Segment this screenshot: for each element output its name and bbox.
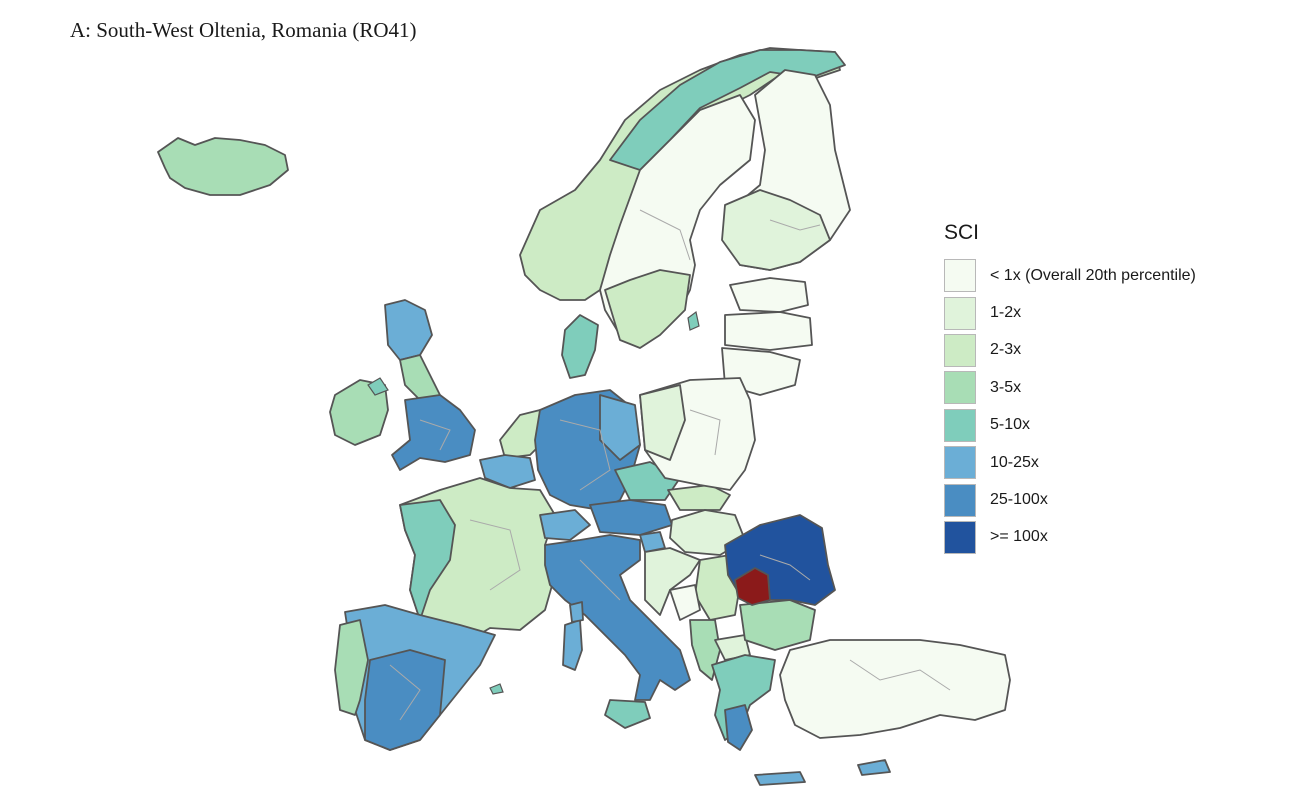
legend-item: 10-25x: [944, 444, 1196, 481]
legend-label: 5-10x: [990, 416, 1031, 434]
region-denmark: [561, 314, 599, 379]
legend-label: 1-2x: [990, 304, 1022, 322]
region-bulgaria: [739, 599, 816, 651]
legend-item: 1-2x: [944, 294, 1196, 331]
region-finland-south: [721, 189, 831, 271]
region-england-north: [399, 354, 441, 401]
legend-label: 25-100x: [990, 491, 1048, 509]
region-spain-south: [364, 649, 446, 751]
region-highlight-ro41: [734, 567, 771, 606]
region-england: [391, 394, 476, 471]
legend-swatch: [944, 520, 976, 554]
region-sweden-south: [604, 269, 691, 349]
legend-item: < 1x (Overall 20th percentile): [944, 257, 1196, 294]
legend-item: 25-100x: [944, 481, 1196, 518]
region-sardinia: [562, 619, 583, 671]
region-crete: [754, 771, 806, 786]
region-estonia: [729, 277, 809, 313]
region-portugal: [334, 619, 369, 716]
legend-title: SCI: [944, 221, 980, 244]
region-poland-west: [639, 384, 686, 461]
legend-item: 2-3x: [944, 332, 1196, 369]
legend-swatch: [944, 483, 976, 517]
region-cyprus: [857, 759, 891, 776]
legend-swatch: [944, 259, 976, 293]
region-germany-east: [599, 394, 641, 461]
map-title: A: South-West Oltenia, Romania (RO41): [70, 18, 417, 42]
region-turkey: [779, 639, 1011, 739]
region-iceland: [157, 137, 289, 196]
legend-swatch: [944, 408, 976, 442]
region-austria: [589, 499, 673, 536]
legend-item: >= 100x: [944, 519, 1196, 556]
legend-swatch: [944, 446, 976, 480]
legend-swatch: [944, 296, 976, 330]
legend-label: >= 100x: [990, 528, 1048, 546]
region-belgium: [479, 454, 536, 489]
legend-item: 3-5x: [944, 369, 1196, 406]
legend-item: 5-10x: [944, 407, 1196, 444]
legend-swatch: [944, 333, 976, 367]
legend-label: 3-5x: [990, 378, 1022, 396]
region-scotland: [384, 299, 433, 361]
region-corsica: [569, 601, 584, 623]
legend-swatch: [944, 371, 976, 405]
region-latvia: [724, 311, 813, 351]
map-legend: SCI < 1x (Overall 20th percentile) 1-2x 2-…: [944, 221, 1196, 556]
region-ireland: [329, 379, 389, 446]
region-bosnia: [669, 584, 701, 621]
region-switzerland: [539, 509, 591, 541]
legend-label: < 1x (Overall 20th percentile): [990, 266, 1196, 284]
legend-label: 2-3x: [990, 341, 1022, 359]
region-france-west: [399, 499, 456, 621]
region-sicily: [604, 699, 651, 729]
region-greece-south: [724, 704, 753, 751]
region-croatia: [644, 547, 701, 616]
legend-label: 10-25x: [990, 453, 1039, 471]
